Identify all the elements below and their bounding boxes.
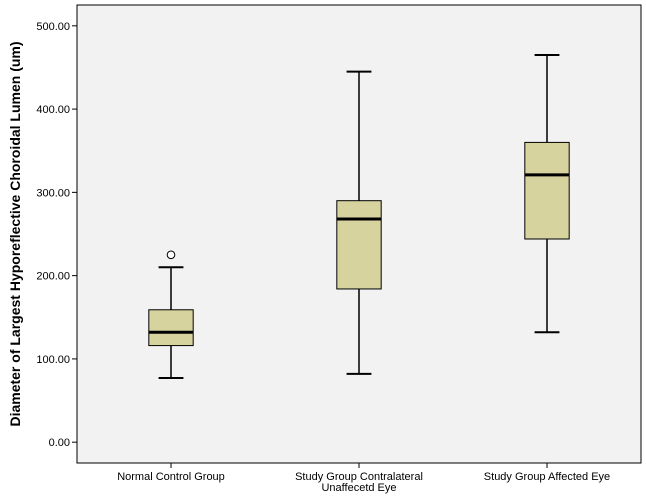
x-category-label: Unaffecetd Eye xyxy=(321,482,396,494)
y-tick-label: 0.00 xyxy=(49,437,70,449)
y-tick-label: 400.00 xyxy=(36,104,70,116)
x-axis: Normal Control Group Study Group Contrala… xyxy=(117,463,610,494)
iqr-box xyxy=(148,309,194,347)
y-tick-label: 200.00 xyxy=(36,271,70,283)
x-category-label: Study Group Affected Eye xyxy=(484,471,610,483)
y-axis-title: Diameter of Largest Hyporeflective Choro… xyxy=(7,41,23,426)
outlier-point xyxy=(166,250,176,260)
iqr-box xyxy=(524,141,570,240)
box-group xyxy=(148,250,194,380)
y-tick-label: 500.00 xyxy=(36,21,70,33)
box-group xyxy=(524,53,570,334)
y-tick-label: 300.00 xyxy=(36,187,70,199)
y-axis: 0.00 100.00 200.00 300.00 400.00 500.00 xyxy=(36,21,77,449)
y-tick-label: 100.00 xyxy=(36,354,70,366)
x-category-label: Study Group Contralateral xyxy=(295,471,423,483)
box-group xyxy=(336,70,382,375)
iqr-box xyxy=(336,200,382,290)
box-series xyxy=(148,53,570,380)
x-category-label: Normal Control Group xyxy=(117,471,225,483)
